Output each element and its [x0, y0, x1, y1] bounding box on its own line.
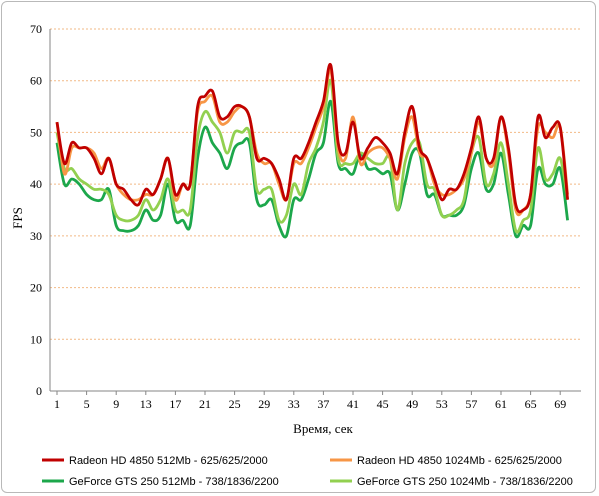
x-tick-label: 9	[113, 397, 119, 411]
x-tick-label: 37	[317, 397, 329, 411]
x-tick-label: 25	[229, 397, 241, 411]
x-tick-label: 13	[140, 397, 152, 411]
x-tick-label: 17	[169, 397, 181, 411]
y-tick-label: 60	[30, 74, 42, 88]
x-tick-label: 33	[288, 397, 300, 411]
x-tick-label: 69	[554, 397, 566, 411]
x-tick-label: 5	[84, 397, 90, 411]
x-tick-label: 49	[406, 397, 418, 411]
y-tick-label: 0	[36, 384, 42, 398]
x-tick-label: 53	[436, 397, 448, 411]
y-tick-label: 50	[30, 125, 42, 139]
y-tick-labels: 0 10 20 30 40 50 60 70	[30, 22, 42, 398]
x-tick-label: 65	[525, 397, 537, 411]
series-line-1	[55, 62, 569, 214]
legend-label-1: Radeon HD 4850 512Mb - 625/625/2000	[69, 455, 268, 467]
x-tick-label: 29	[258, 397, 270, 411]
x-tick-labels: 1 5 9 13 17 21 25 29 33 37 41 45 49 53 57 61 65 69	[54, 391, 566, 411]
series-lines	[55, 62, 569, 239]
x-tick-label: 57	[465, 397, 477, 411]
y-tick-label: 10	[30, 332, 42, 346]
gridlines	[50, 28, 581, 340]
axes	[49, 29, 581, 392]
y-tick-label: 70	[30, 22, 42, 36]
x-axis-title: Время, сек	[293, 421, 353, 436]
x-tick-label: 21	[199, 397, 211, 411]
legend-label-3: GeForce GTS 250 512Mb - 738/1836/2200	[69, 476, 279, 488]
y-tick-label: 20	[30, 281, 42, 295]
y-axis-title: FPS	[10, 207, 25, 229]
series-line-2	[55, 68, 569, 217]
x-tick-label: 61	[495, 397, 507, 411]
legend-label-4: GeForce GTS 250 1024Mb - 738/1836/2200	[357, 476, 573, 488]
legend-label-2: Radeon HD 4850 1024Mb - 625/625/2000	[357, 455, 562, 467]
x-tick-label: 1	[54, 397, 60, 411]
series-line-4	[55, 78, 569, 234]
y-tick-label: 30	[30, 229, 42, 243]
series-line-3	[55, 99, 569, 239]
legend: Radeon HD 4850 512Mb - 625/625/2000 Radeo…	[42, 455, 573, 488]
x-tick-label: 45	[377, 397, 389, 411]
y-tick-label: 40	[30, 177, 42, 191]
x-tick-label: 41	[347, 397, 359, 411]
